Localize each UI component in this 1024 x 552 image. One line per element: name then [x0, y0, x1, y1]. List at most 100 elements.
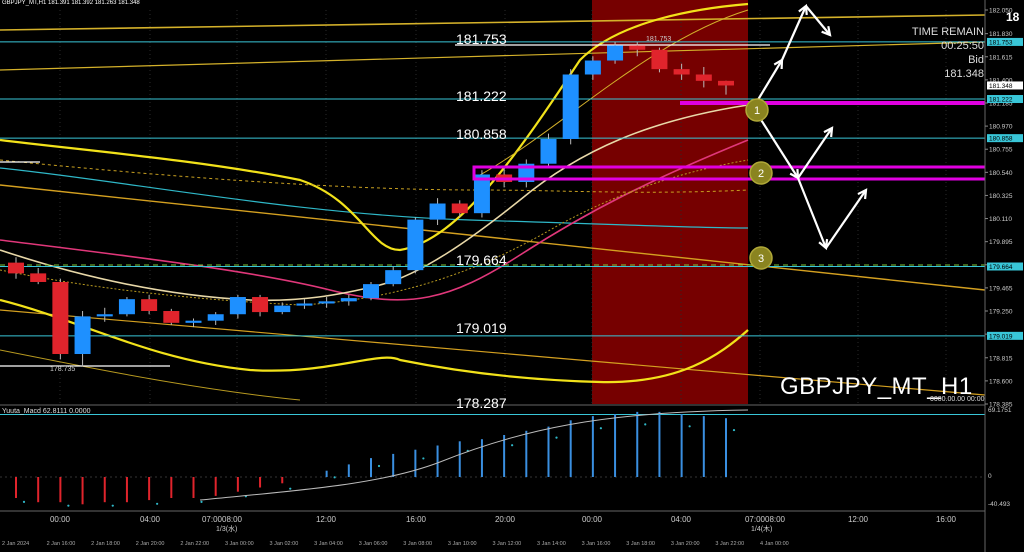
bottom-time-label: 2 Jan 20:00	[136, 541, 165, 547]
macd-signal-dot	[599, 427, 602, 430]
bottom-time-label: 3 Jan 18:00	[626, 541, 655, 547]
arrow-down-6	[796, 177, 828, 249]
macd-signal-dot	[111, 504, 114, 507]
bb-lower	[0, 298, 749, 384]
marker-2: 2	[749, 161, 773, 185]
candle-body	[52, 281, 69, 355]
marker-circle	[749, 246, 773, 270]
candle-body	[185, 320, 202, 323]
candle-body	[607, 45, 624, 61]
candle-body	[407, 219, 424, 271]
bottom-time-label: 3 Jan 06:00	[359, 541, 388, 547]
macd-signal-dot	[555, 436, 558, 439]
candle-body	[163, 311, 180, 323]
macd-signal-dot	[688, 425, 691, 428]
price-tag-bg	[987, 37, 1023, 46]
dotted-ma	[0, 159, 749, 306]
bid-value: 181.348	[944, 68, 984, 80]
candle-body	[252, 297, 269, 313]
candle-body	[96, 314, 113, 317]
candle-body	[673, 69, 690, 75]
marker-text: 1	[754, 105, 760, 117]
price-tick-label: 181.615	[989, 54, 1013, 61]
time-label: 16:00	[936, 515, 957, 524]
bottom-time-label: 3 Jan 22:00	[715, 541, 744, 547]
arrow-up-7-head	[857, 188, 868, 200]
time-label: 07:0008:00	[745, 515, 786, 524]
high-price-label: 181.753	[646, 36, 672, 43]
trend-line-lower	[0, 184, 986, 291]
bid-label: Bid	[968, 54, 984, 66]
marker-1: 1	[745, 98, 769, 122]
candle-body	[562, 74, 579, 140]
countdown-value: 00:25:50	[941, 40, 984, 52]
price-tag-label: 179.019	[989, 333, 1013, 340]
marker-3: 3	[749, 246, 773, 270]
macd-scale-label: 0	[988, 473, 992, 480]
time-label: 12:00	[316, 515, 337, 524]
macd-signal-dot	[156, 502, 159, 505]
macd-signal-dot	[644, 423, 647, 426]
candles-layer	[8, 41, 734, 367]
macd-scale-label: -40.493	[988, 501, 1010, 508]
price-tag-label: 181.222	[989, 97, 1013, 104]
time-remain-label: TIME REMAIN	[911, 26, 984, 38]
candle-body	[8, 262, 24, 274]
price-tag-label: 179.664	[989, 264, 1013, 271]
candle-body	[74, 316, 91, 355]
macd-signal-dot	[422, 457, 425, 460]
macd-scale-label: 69.1751	[988, 407, 1012, 414]
bottom-time-label: 3 Jan 12:00	[492, 541, 521, 547]
date-label: 1/3(水)	[216, 524, 237, 533]
candle-body	[718, 80, 734, 86]
arrow-up-5-head	[823, 126, 834, 138]
macd-label: Yuuta_Macd 62.8111 0.0000	[2, 408, 91, 415]
price-tick-label: 180.755	[989, 147, 1013, 154]
bb-upper	[0, 2, 749, 252]
time-label: 16:00	[406, 515, 427, 524]
price-tag-bg	[987, 95, 1023, 104]
arrow-down-4	[757, 114, 799, 179]
price-tag-bg	[987, 331, 1023, 340]
time-label: 20:00	[495, 515, 516, 524]
candle-body	[318, 301, 335, 304]
price-tag-bg	[987, 134, 1023, 143]
trend-line-upper	[0, 14, 986, 31]
price-tick-label: 178.815	[989, 355, 1013, 362]
candle-body	[451, 203, 468, 214]
marker-text: 3	[758, 253, 764, 265]
bottom-time-label: 4 Jan 00:00	[760, 541, 789, 547]
macd-right-label: 0000.00.00 00:00	[930, 396, 985, 403]
time-axis-layer: 00:00 04:00 07:0008:00 12:00 16:00 20:00 00:00…	[0, 510, 985, 547]
price-tick-label: 181.185	[989, 100, 1013, 107]
time-label: 07:0008:00	[202, 515, 243, 524]
price-tag-bg	[987, 81, 1023, 90]
price-tick-label: 180.325	[989, 193, 1013, 200]
price-tick-label: 180.540	[989, 170, 1013, 177]
macd-signal-dot	[67, 504, 70, 507]
trend-line-upper-2	[0, 41, 986, 71]
arrow-down-3-head	[821, 25, 832, 37]
candle-body	[695, 74, 712, 81]
bottom-time-label: 3 Jan 20:00	[671, 541, 700, 547]
level-lines-layer	[0, 41, 985, 416]
candle-body	[429, 203, 446, 220]
candle-body	[540, 139, 557, 164]
time-label: 04:00	[671, 515, 692, 524]
bottom-time-label: 2 Jan 18:00	[91, 541, 120, 547]
arrow-up-5	[797, 127, 833, 179]
forecast-zone	[592, 0, 748, 404]
bottom-time-label: 2 Jan 16:00	[47, 541, 76, 547]
price-tag-label: 181.753	[989, 39, 1013, 46]
marker-circle	[749, 161, 773, 185]
price-axis-layer: 182.050 181.830 181.615 181.400 181.185 180.9…	[984, 0, 1024, 552]
time-label: 00:00	[50, 515, 71, 524]
marker-text: 2	[758, 168, 764, 180]
level-label-181753: 181.753	[456, 31, 507, 47]
level-label-178287: 178.287	[456, 395, 507, 411]
forecast-zone-layer	[592, 0, 748, 404]
indicator-bands-layer	[0, 2, 986, 401]
outer-upper	[479, 9, 749, 176]
